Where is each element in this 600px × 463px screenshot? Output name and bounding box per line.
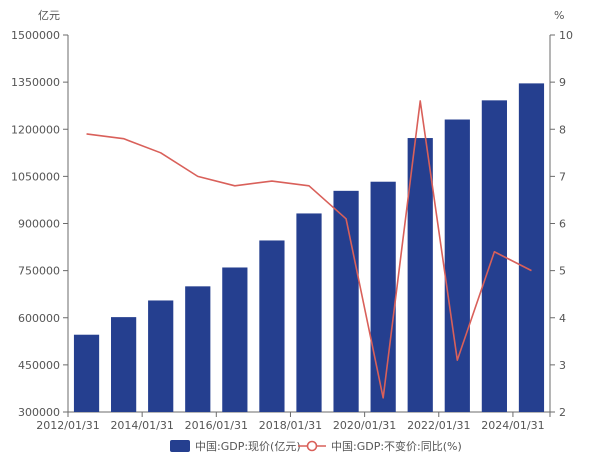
- bar-2022-01-31[interactable]: [444, 119, 470, 412]
- left-axis-unit: 亿元: [38, 9, 60, 22]
- legend-item-gdp-yoy[interactable]: 中国:GDP:不变价:同比(%): [298, 439, 462, 453]
- bar-2017-01-31[interactable]: [259, 240, 285, 412]
- left-tick-label: 600000: [18, 312, 60, 325]
- bar-2024-01-31[interactable]: [518, 83, 545, 413]
- legend-line-marker: [306, 440, 318, 452]
- right-tick-label: 5: [559, 265, 566, 278]
- left-tick-label: 450000: [18, 359, 60, 372]
- left-tick-label: 750000: [18, 265, 60, 278]
- legend-bar-label: 中国:GDP:现价(亿元): [195, 440, 301, 453]
- x-tick-label: 2024/01/31: [481, 419, 544, 432]
- left-tick-label: 900000: [18, 218, 60, 231]
- bar-2014-01-31[interactable]: [148, 300, 174, 412]
- left-tick-label: 1050000: [11, 170, 60, 183]
- bar-2013-01-31[interactable]: [111, 317, 137, 412]
- bar-2021-01-31[interactable]: [407, 138, 433, 412]
- bar-2018-01-31[interactable]: [296, 213, 322, 412]
- bar-2019-01-31[interactable]: [333, 190, 359, 412]
- x-tick-label: 2012/01/31: [36, 419, 99, 432]
- left-tick-label: 1350000: [11, 76, 60, 89]
- left-tick-label: 300000: [18, 406, 60, 419]
- bar-2020-01-31[interactable]: [370, 181, 396, 412]
- legend-item-gdp-current[interactable]: 中国:GDP:现价(亿元): [170, 440, 301, 453]
- legend-line-label: 中国:GDP:不变价:同比(%): [331, 439, 462, 453]
- right-tick-label: 3: [559, 359, 566, 372]
- right-axis-unit: %: [554, 9, 564, 22]
- right-tick-label: 9: [559, 76, 566, 89]
- x-tick-label: 2022/01/31: [407, 419, 470, 432]
- bar-series: [73, 83, 545, 413]
- bar-2016-01-31[interactable]: [222, 267, 248, 412]
- left-tick-label: 1500000: [11, 29, 60, 42]
- legend[interactable]: 中国:GDP:现价(亿元) 中国:GDP:不变价:同比(%): [170, 439, 462, 453]
- line-series: [86, 100, 532, 399]
- bar-2012-01-31[interactable]: [73, 334, 100, 412]
- right-tick-label: 2: [559, 406, 566, 419]
- left-tick-label: 1200000: [11, 123, 60, 136]
- bar-2015-01-31[interactable]: [185, 286, 211, 412]
- x-tick-label: 2020/01/31: [333, 419, 396, 432]
- right-tick-label: 4: [559, 312, 566, 325]
- legend-bar-swatch: [170, 440, 190, 452]
- x-tick-label: 2018/01/31: [259, 419, 322, 432]
- x-tick-label: 2016/01/31: [185, 419, 248, 432]
- axes: 300000 450000 600000 750000 900000 1050000 120…: [11, 29, 573, 432]
- right-tick-label: 7: [559, 170, 566, 183]
- right-tick-label: 8: [559, 123, 566, 136]
- x-tick-label: 2014/01/31: [110, 419, 173, 432]
- right-tick-label: 6: [559, 218, 566, 231]
- yoy-line[interactable]: [86, 100, 532, 399]
- right-tick-label: 10: [559, 29, 573, 42]
